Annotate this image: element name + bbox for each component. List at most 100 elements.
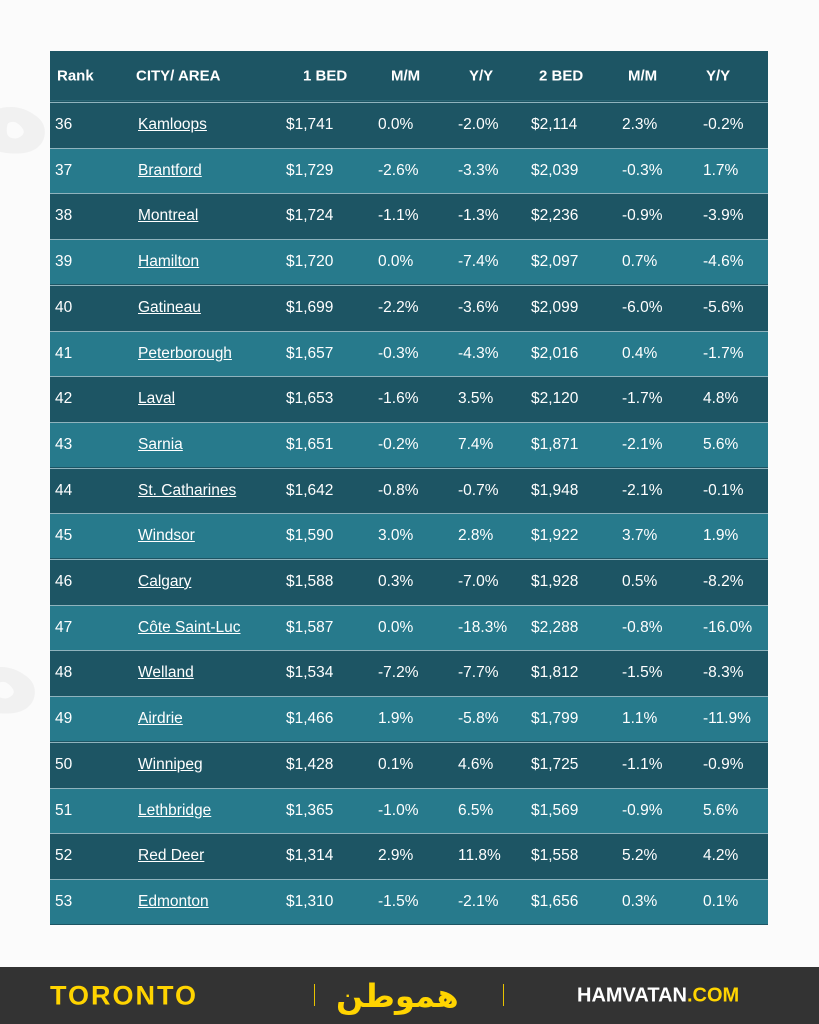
- cell-yy-2bed: 0.1%: [703, 892, 739, 910]
- cell-yy-1bed: -18.3%: [458, 618, 508, 636]
- cell-yy-1bed: 2.8%: [458, 527, 494, 545]
- cell-mm-1bed: -1.1%: [378, 207, 419, 225]
- city-link[interactable]: Winnipeg: [138, 755, 203, 773]
- cell-rank: 45: [55, 527, 73, 545]
- cell-rent-2bed: $1,799: [531, 710, 579, 728]
- city-link[interactable]: Windsor: [138, 527, 195, 545]
- cell-yy-2bed: -0.9%: [703, 755, 744, 773]
- cell-yy-1bed: 11.8%: [458, 847, 501, 865]
- cell-rent-1bed: $1,651: [286, 435, 334, 453]
- header-city: CITY/ AREA: [136, 67, 221, 84]
- cell-rent-2bed: $2,039: [531, 161, 579, 179]
- cell-mm-2bed: -0.9%: [622, 207, 663, 225]
- cell-rent-2bed: $1,558: [531, 847, 579, 865]
- cell-mm-2bed: -1.5%: [622, 664, 663, 682]
- cell-mm-1bed: 3.0%: [378, 527, 414, 545]
- cell-yy-1bed: 7.4%: [458, 435, 494, 453]
- cell-mm-2bed: -1.7%: [622, 390, 663, 408]
- cell-rank: 51: [55, 801, 73, 819]
- cell-rent-1bed: $1,588: [286, 573, 334, 590]
- city-link[interactable]: Brantford: [138, 161, 202, 179]
- footer-city: TORONTO: [50, 980, 199, 1010]
- cell-mm-1bed: -1.0%: [378, 801, 419, 819]
- cell-rank: 40: [55, 298, 73, 316]
- cell-rent-2bed: $2,236: [531, 207, 579, 225]
- city-link[interactable]: Sarnia: [138, 435, 183, 453]
- cell-yy-2bed: -16.0%: [703, 618, 753, 636]
- cell-rent-1bed: $1,642: [286, 481, 334, 499]
- cell-yy-1bed: -2.1%: [458, 892, 499, 910]
- table-row: 43 Sarnia $1,651 -0.2% 7.4% $1,871 -2.1% 5.6%: [50, 421, 768, 467]
- cell-mm-2bed: 0.7%: [622, 253, 658, 271]
- city-link[interactable]: Laval: [138, 390, 176, 408]
- cell-mm-2bed: -0.9%: [622, 801, 663, 819]
- cell-rank: 43: [55, 435, 73, 453]
- cell-yy-1bed: 6.5%: [458, 801, 494, 819]
- rent-table: Rank CITY/ AREA 1 BED M/M Y/Y 2 BED M/M …: [50, 51, 768, 925]
- table-row: 46 Calgary $1,588 0.3% -7.0% $1,928 0.5% -8.2%: [50, 559, 768, 604]
- watermark: ه: [0, 600, 41, 739]
- header-yy-1bed: Y/Y: [469, 67, 494, 84]
- cell-mm-1bed: 1.9%: [378, 710, 414, 728]
- city-link[interactable]: Peterborough: [138, 344, 232, 362]
- city-link[interactable]: Welland: [138, 664, 194, 682]
- cell-mm-1bed: -0.3%: [378, 344, 419, 362]
- cell-yy-2bed: -8.3%: [703, 664, 744, 682]
- divider: [503, 984, 504, 1006]
- site-link[interactable]: HAMVATAN.COM: [577, 984, 739, 1007]
- city-link[interactable]: Gatineau: [138, 298, 201, 316]
- city-link[interactable]: Calgary: [138, 573, 192, 590]
- cell-rent-1bed: $1,310: [286, 892, 334, 910]
- cell-mm-1bed: -2.6%: [378, 161, 419, 179]
- city-link[interactable]: Kamloops: [138, 116, 207, 133]
- cell-mm-1bed: 0.0%: [378, 618, 414, 636]
- cell-mm-1bed: -1.5%: [378, 892, 419, 910]
- cell-rank: 49: [55, 710, 73, 728]
- city-link[interactable]: St. Catharines: [138, 481, 237, 499]
- cell-yy-2bed: -0.2%: [703, 116, 744, 133]
- city-link[interactable]: Côte Saint-Luc: [138, 618, 241, 636]
- cell-yy-2bed: 4.2%: [703, 847, 739, 865]
- cell-mm-1bed: 0.0%: [378, 253, 414, 271]
- footer-bar: TORONTO هموطن HAMVATAN.COM: [0, 967, 819, 1024]
- cell-yy-2bed: -8.2%: [703, 573, 744, 590]
- table-row: 40 Gatineau $1,699 -2.2% -3.6% $2,099 -6.0% -5.…: [50, 284, 768, 330]
- city-link[interactable]: Airdrie: [138, 710, 183, 728]
- cell-yy-1bed: -0.7%: [458, 481, 499, 499]
- cell-yy-2bed: -5.6%: [703, 298, 744, 316]
- cell-rent-1bed: $1,741: [286, 116, 334, 133]
- cell-rent-1bed: $1,653: [286, 390, 334, 408]
- site-main: HAMVATAN: [577, 984, 687, 1006]
- cell-yy-2bed: -4.6%: [703, 253, 744, 271]
- cell-mm-2bed: 3.7%: [622, 527, 658, 545]
- header-mm-1bed: M/M: [391, 67, 421, 84]
- table-row: 38 Montreal $1,724 -1.1% -1.3% $2,236 -0.9% -3.…: [50, 193, 768, 239]
- cell-mm-2bed: 0.5%: [622, 573, 658, 590]
- city-link[interactable]: Hamilton: [138, 253, 200, 271]
- cell-rent-2bed: $2,099: [531, 298, 579, 316]
- cell-rent-2bed: $1,656: [531, 892, 579, 910]
- cell-rank: 48: [55, 664, 73, 682]
- city-link[interactable]: Red Deer: [138, 847, 205, 865]
- cell-rent-2bed: $1,871: [531, 435, 579, 453]
- cell-yy-2bed: -0.1%: [703, 481, 744, 499]
- cell-mm-1bed: -2.2%: [378, 298, 419, 316]
- table-header: Rank CITY/ AREA 1 BED M/M Y/Y 2 BED M/M …: [50, 51, 768, 101]
- table-row: 37 Brantford $1,729 -2.6% -3.3% $2,039 -0.3% 1.…: [50, 147, 768, 193]
- header-2bed: 2 BED: [539, 67, 584, 84]
- cell-rank: 46: [55, 573, 73, 590]
- cell-rank: 38: [55, 207, 73, 225]
- table-row: 52 Red Deer $1,314 2.9% 11.8% $1,558 5.2% 4.2%: [50, 833, 768, 879]
- cell-mm-1bed: 0.0%: [378, 116, 414, 133]
- cell-rank: 42: [55, 390, 73, 408]
- cell-mm-1bed: -0.2%: [378, 435, 419, 453]
- cell-yy-2bed: 1.7%: [703, 161, 739, 179]
- cell-yy-2bed: 5.6%: [703, 435, 739, 453]
- city-link[interactable]: Lethbridge: [138, 801, 212, 819]
- cell-rent-2bed: $2,097: [531, 253, 579, 271]
- cell-rent-1bed: $1,724: [286, 207, 334, 225]
- city-link[interactable]: Montreal: [138, 207, 199, 225]
- city-link[interactable]: Edmonton: [138, 892, 209, 910]
- cell-yy-1bed: 4.6%: [458, 755, 494, 773]
- cell-yy-1bed: -7.7%: [458, 664, 499, 682]
